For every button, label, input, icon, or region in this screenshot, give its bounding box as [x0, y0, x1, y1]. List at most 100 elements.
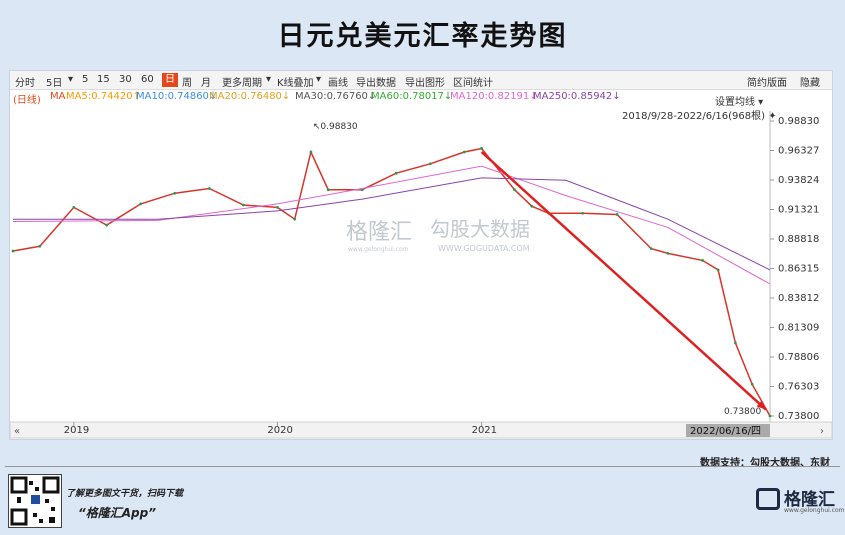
- watermark-left: 格隆汇: [346, 220, 412, 245]
- watermark-right-url: WWW.GOGUDATA.COM: [438, 244, 530, 253]
- ma20-value: MA20:0.76480↓: [209, 91, 291, 102]
- toolbar-item-30[interactable]: 30: [119, 74, 132, 85]
- brand-url: www.gelonghui.com: [784, 507, 845, 514]
- toolbar-item-more-periods[interactable]: 更多周期: [222, 78, 262, 89]
- pin-icon[interactable]: ✦: [768, 111, 777, 122]
- data-point: [716, 268, 720, 272]
- data-point: [530, 204, 534, 208]
- chart-title: 日元兑美元汇率走势图: [277, 21, 568, 52]
- toolbar-item-hide[interactable]: 隐藏: [800, 78, 820, 89]
- data-point: [207, 187, 211, 190]
- data-point: [105, 223, 109, 227]
- data-point: [615, 213, 619, 216]
- data-point: [513, 188, 516, 192]
- data-point: [750, 382, 754, 386]
- toolbar-item-draw-line[interactable]: 画线: [328, 78, 348, 89]
- ma5-value: MA5:0.74420↑: [66, 91, 141, 102]
- trend-arrow-head: [756, 400, 766, 410]
- data-point: [581, 211, 584, 215]
- toolbar-item-fenshi[interactable]: 分时: [15, 78, 35, 89]
- data-point: [309, 150, 313, 154]
- toolbar-item-15[interactable]: 15: [97, 74, 110, 85]
- toolbar-item-simple-layout[interactable]: 简约版面: [747, 78, 787, 89]
- chevron-down-icon[interactable]: ▾: [266, 74, 272, 85]
- toolbar-item-day[interactable]: 日: [162, 73, 178, 87]
- toolbar-item-export-image[interactable]: 导出图形: [405, 78, 445, 89]
- scroll-right-icon: ›: [820, 426, 824, 437]
- x-cursor-box: [686, 424, 770, 437]
- trend-arrow-line: [480, 151, 767, 411]
- data-point: [293, 217, 297, 221]
- ma30-value: MA30:0.76760↓: [295, 91, 377, 102]
- chevron-down-icon[interactable]: ▾: [316, 74, 322, 85]
- data-point: [734, 341, 737, 345]
- x-tick-label: 2020: [267, 425, 292, 436]
- y-tick-label: 0.91321: [778, 205, 819, 216]
- timeline-scrollbar: [10, 421, 832, 439]
- toolbar-item-export-data[interactable]: 导出数据: [356, 78, 396, 89]
- data-point: [38, 244, 42, 248]
- value-annotation: ↖0.98830: [313, 122, 358, 132]
- divider: [5, 466, 840, 467]
- x-tick-label: 2019: [64, 425, 89, 436]
- data-point: [276, 205, 279, 209]
- y-tick-label: 0.96327: [778, 146, 819, 157]
- ma10-value: MA10:0.74860↓: [136, 91, 218, 102]
- toolbar-item-range-stats[interactable]: 区间统计: [453, 78, 493, 89]
- qr-code: [8, 474, 62, 528]
- promo-text: 了解更多图文干货，扫码下载: [66, 489, 184, 499]
- y-tick-label: 0.88818: [778, 234, 819, 245]
- chart-toolbar: 分时 5日 ▾ 5 15 30 60 日 周 月 更多周期 ▾ K线叠加 ▾ 画…: [10, 71, 832, 90]
- ma-label: MA: [50, 91, 66, 102]
- y-tick-label: 0.81309: [778, 323, 819, 334]
- y-tick-label: 0.93824: [778, 175, 819, 186]
- data-point: [139, 202, 143, 206]
- range-label: 2018/9/28-2022/6/16(968根) ✦: [622, 111, 777, 122]
- data-point: [462, 150, 466, 154]
- toolbar-item-month[interactable]: 月: [201, 78, 211, 89]
- y-tick-label: 0.98830: [778, 116, 819, 127]
- y-tick-label: 0.83812: [778, 293, 819, 304]
- data-point: [768, 414, 772, 418]
- ma60-value: MA60:0.78017↓: [371, 91, 453, 102]
- data-source: 数据支持：勾股大数据、东财: [700, 458, 830, 469]
- toolbar-item-kline-overlay[interactable]: K线叠加: [277, 78, 314, 89]
- data-point: [701, 259, 704, 262]
- series-line-ma250: [13, 177, 771, 271]
- y-tick-label: 0.76303: [778, 382, 819, 393]
- y-tick-label: 0.78806: [778, 352, 819, 363]
- toolbar-item-5day[interactable]: 5日: [46, 78, 63, 89]
- data-point: [241, 203, 245, 207]
- data-point: [173, 191, 177, 195]
- chart-panel: 分时 5日 ▾ 5 15 30 60 日 周 月 更多周期 ▾ K线叠加 ▾ 画…: [9, 70, 833, 440]
- value-annotation: 0.73800: [724, 407, 761, 417]
- brand-logo-icon: [756, 488, 780, 510]
- data-point: [666, 251, 670, 255]
- data-point: [649, 247, 653, 251]
- brand-name: 格隆汇: [784, 490, 835, 510]
- toolbar-item-5[interactable]: 5: [82, 74, 89, 85]
- data-point: [394, 171, 398, 175]
- promo-app-name: “格隆汇App”: [78, 506, 156, 520]
- exchange-rate-chart: 0.73800 0.76303 0.78806 0.81309 0.83812 0.863…: [10, 111, 832, 439]
- x-tick-label: 2022/06/16/四: [690, 426, 761, 437]
- scroll-left-icon: «: [14, 426, 20, 437]
- set-ma-button[interactable]: 设置均线 ▾: [715, 97, 764, 108]
- qr-code-pattern: [10, 476, 60, 526]
- x-tick-label: 2021: [472, 425, 497, 436]
- data-point: [428, 162, 432, 166]
- watermark-left-url: www.gelonghui.com: [348, 246, 409, 253]
- watermark-right: 勾股大数据: [430, 217, 530, 241]
- y-tick-label: 0.86315: [778, 264, 819, 275]
- ma120-value: MA120:0.82191↓: [450, 91, 538, 102]
- ma250-value: MA250:0.85942↓: [533, 91, 621, 102]
- data-point: [326, 188, 330, 192]
- y-tick-label: 0.73800: [778, 411, 819, 422]
- data-point: [11, 249, 15, 253]
- toolbar-item-60[interactable]: 60: [141, 74, 154, 85]
- data-point: [72, 205, 76, 209]
- data-point: [480, 147, 483, 150]
- chevron-down-icon[interactable]: ▾: [68, 74, 74, 85]
- toolbar-item-week[interactable]: 周: [182, 78, 192, 89]
- ma-period-label: (日线): [13, 95, 41, 106]
